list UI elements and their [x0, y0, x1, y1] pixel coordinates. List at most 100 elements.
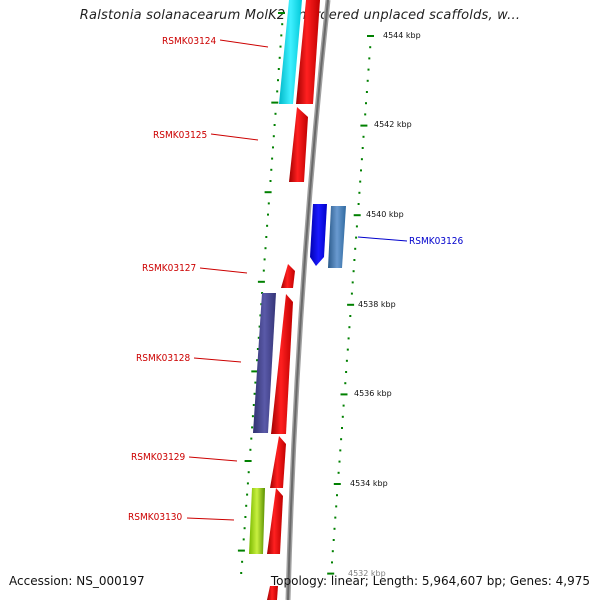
scale-minor-tick [335, 505, 338, 508]
scale-minor-tick [358, 191, 361, 194]
scale-minor-tick [345, 359, 348, 362]
guide-minor-tick [276, 90, 279, 93]
guide-minor-tick [274, 112, 277, 115]
gene-label-rsmk03126[interactable]: RSMK03126 [409, 236, 464, 247]
scale-minor-tick [347, 337, 350, 340]
gene-label-rsmk03124[interactable]: RSMK03124 [162, 36, 217, 47]
guide-minor-tick [271, 157, 274, 160]
scale-minor-tick [345, 371, 348, 373]
guide-minor-tick [272, 135, 275, 138]
scale-minor-tick [336, 494, 338, 497]
gene-label-rsmk03127[interactable]: RSMK03127 [142, 263, 196, 274]
guide-minor-tick [249, 448, 252, 451]
scale-minor-tick [352, 270, 355, 273]
scale-minor-tick [331, 561, 333, 564]
gene-rsmk03126-blue[interactable] [310, 204, 327, 266]
scale-minor-tick [341, 415, 344, 418]
guide-major-tick [264, 191, 272, 194]
gene-rsmk03128-purple[interactable] [253, 293, 276, 433]
gene-rsmk03126[interactable] [328, 206, 346, 268]
guide-minor-tick [256, 348, 259, 350]
gene-label-rsmk03129[interactable]: RSMK03129 [131, 452, 186, 463]
gene-label-rsmk03125[interactable]: RSMK03125 [153, 130, 207, 141]
scale-minor-tick [359, 180, 362, 183]
guide-minor-tick [277, 79, 279, 82]
guide-minor-tick [246, 493, 249, 496]
scale-minor-tick [351, 281, 354, 284]
gene-rsmk03128[interactable] [271, 294, 293, 434]
gene-rsmk03127[interactable] [281, 264, 295, 288]
gene-rsmk03124-cyan[interactable] [279, 0, 302, 104]
guide-minor-tick [242, 538, 245, 541]
scale-minor-tick [365, 102, 367, 105]
guide-minor-tick [269, 180, 272, 182]
scale-minor-tick [339, 449, 342, 452]
scale-minor-tick [342, 404, 345, 407]
guide-minor-tick [257, 336, 260, 339]
scale-minor-tick [362, 135, 365, 138]
guide-minor-tick [280, 34, 283, 37]
guide-minor-tick [254, 381, 257, 384]
scale-minor-tick [332, 539, 335, 541]
guide-minor-tick [243, 527, 246, 530]
guide-major-tick [257, 280, 265, 283]
guide-minor-tick [259, 314, 262, 317]
guide-major-tick [278, 12, 285, 14]
topology-text: Topology: linear; Length: 5,964,607 bp; … [270, 574, 590, 588]
gene-label-rsmk03128[interactable]: RSMK03128 [136, 353, 191, 364]
guide-minor-tick [241, 560, 244, 563]
scale-major-tick [340, 393, 348, 396]
guide-minor-tick [250, 437, 253, 440]
gene-rsmk03124[interactable] [296, 0, 320, 104]
scale-minor-tick [334, 516, 337, 519]
scale-ruler [327, 35, 374, 575]
gene-bottom-partial[interactable] [267, 586, 278, 600]
guide-minor-tick [278, 56, 281, 59]
guide-minor-tick [263, 258, 266, 261]
guide-minor-tick [246, 482, 249, 485]
guide-minor-tick [252, 404, 255, 406]
scale-label-4540: 4540 kbp [366, 210, 404, 219]
scale-major-tick [327, 572, 335, 575]
scale-label-4542: 4542 kbp [374, 120, 412, 129]
guide-minor-tick [279, 45, 282, 48]
guide-major-tick [244, 460, 252, 462]
scale-minor-tick [338, 460, 341, 463]
guide-minor-tick [240, 572, 243, 574]
gene-rsmk03130[interactable] [267, 488, 283, 554]
guide-minor-tick [253, 392, 256, 395]
guide-minor-tick [266, 224, 269, 227]
scale-major-tick [333, 483, 341, 485]
guide-minor-tick [262, 269, 265, 272]
scale-minor-tick [337, 471, 340, 474]
gene-rsmk03129[interactable] [270, 436, 286, 488]
scale-minor-tick [368, 57, 371, 60]
gene-rsmk03130-green[interactable] [249, 488, 265, 554]
guide-major-tick [251, 370, 259, 373]
scale-major-tick [353, 214, 361, 217]
guide-minor-tick [258, 325, 261, 328]
scale-minor-tick [344, 382, 347, 385]
scale-label-4534: 4534 kbp [350, 479, 388, 488]
scale-major-tick [367, 35, 374, 37]
scale-minor-tick [369, 46, 372, 49]
scale-minor-tick [333, 527, 336, 530]
guide-minor-tick [251, 426, 254, 429]
scale-minor-tick [354, 247, 357, 250]
scale-minor-tick [366, 79, 369, 82]
gene-rsmk03125[interactable] [289, 107, 308, 182]
guide-minor-tick [251, 415, 254, 418]
scale-major-tick [347, 303, 355, 306]
guide-minor-tick [272, 146, 274, 149]
guide-minor-tick [247, 471, 250, 474]
scale-minor-tick [360, 169, 362, 172]
guide-minor-tick [270, 168, 273, 171]
scale-minor-tick [331, 550, 334, 553]
scale-minor-tick [350, 292, 353, 295]
gene-label-rsmk03130[interactable]: RSMK03130 [128, 512, 183, 523]
scale-label-4544: 4544 kbp [383, 31, 421, 40]
scale-minor-tick [364, 113, 367, 116]
guide-minor-tick [277, 68, 280, 70]
scale-minor-tick [360, 158, 363, 161]
